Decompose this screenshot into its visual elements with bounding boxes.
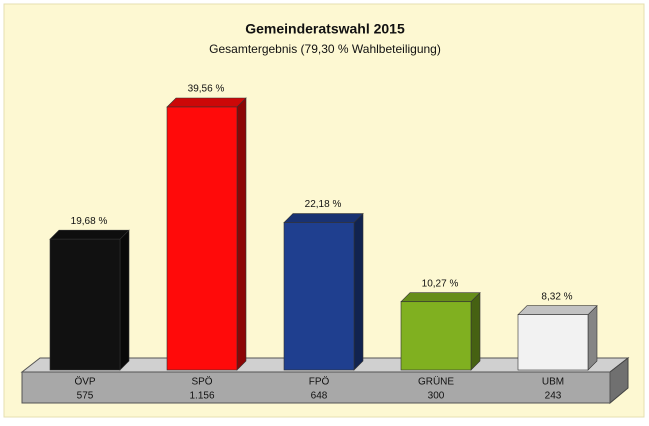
value-label: 8,32 %	[541, 291, 572, 302]
vote-label: 300	[428, 391, 445, 402]
platform-front	[21, 371, 611, 404]
bar-top	[49, 229, 130, 240]
chart-subtitle: Gesamtergebnis (79,30 % Wahlbeteiligung)	[209, 42, 441, 56]
category-label: GRÜNE	[418, 376, 454, 388]
category-label: SPÖ	[191, 376, 212, 388]
value-label: 19,68 %	[71, 216, 108, 227]
bar-side	[587, 304, 598, 371]
bar	[283, 222, 355, 371]
bar-side	[236, 97, 247, 371]
bar	[517, 314, 589, 371]
category-label: ÖVP	[74, 376, 95, 388]
vote-label: 648	[311, 391, 328, 402]
chart-title: Gemeinderatswahl 2015	[245, 21, 405, 37]
value-label: 10,27 %	[422, 278, 459, 289]
bar-side	[119, 229, 130, 371]
bar-top	[166, 97, 247, 108]
bar	[49, 238, 121, 371]
bar-side	[470, 291, 481, 371]
bar-side	[353, 212, 364, 371]
bar	[400, 301, 472, 371]
bar-top	[400, 292, 481, 303]
vote-label: 1.156	[189, 391, 214, 402]
vote-label: 243	[545, 391, 562, 402]
value-label: 22,18 %	[305, 199, 342, 210]
bar-top	[283, 213, 364, 223]
category-label: UBM	[542, 377, 564, 388]
vote-label: 575	[77, 391, 94, 402]
category-label: FPÖ	[309, 376, 330, 388]
bar	[166, 106, 238, 371]
value-label: 39,56 %	[188, 84, 225, 95]
bar-top	[517, 305, 598, 315]
